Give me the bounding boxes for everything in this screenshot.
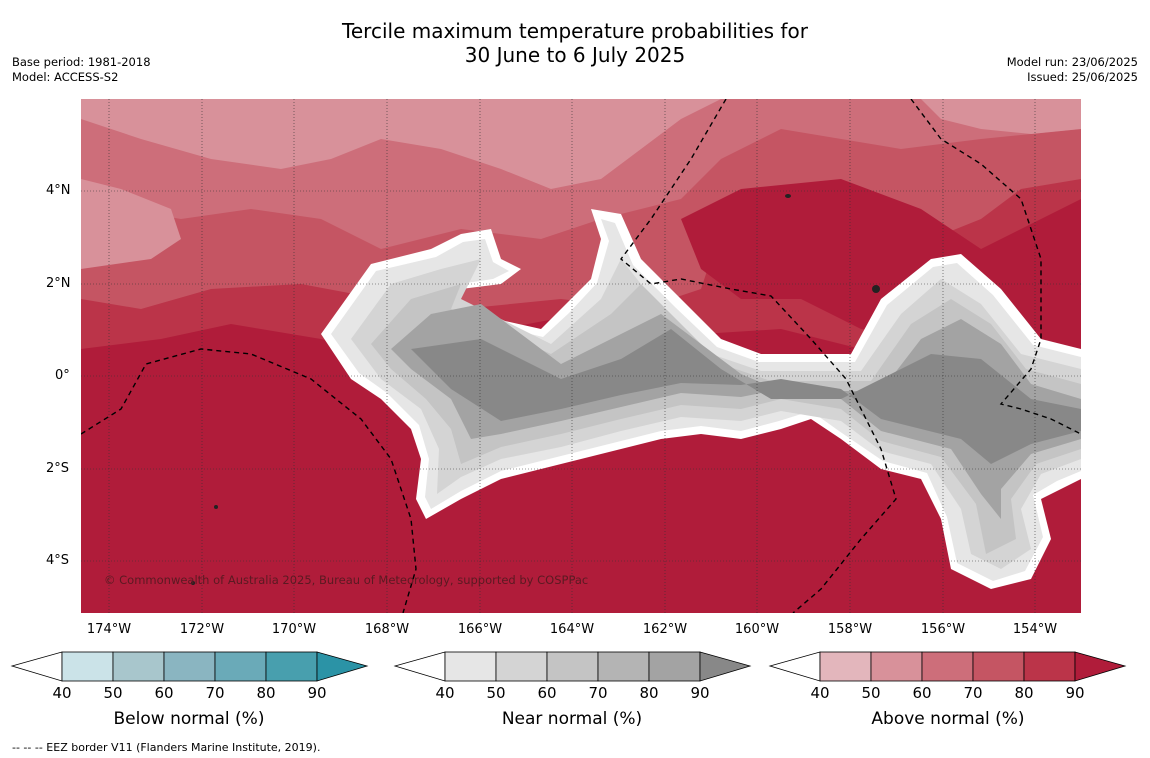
colorbar-above-cells xyxy=(819,651,1076,682)
lon-label-168w: 168°W xyxy=(364,622,410,637)
tick-near-80: 80 xyxy=(639,684,659,702)
eez-borders xyxy=(81,99,1081,613)
meta-left: Base period: 1981-2018 Model: ACCESS-S2 xyxy=(12,55,151,85)
colorbar-near-cell xyxy=(648,651,701,682)
tick-above-80: 80 xyxy=(1014,684,1034,702)
colorbar-below-cell xyxy=(265,651,318,682)
above-normal-50-ne xyxy=(921,99,1081,134)
colorbar-below-cell xyxy=(112,651,165,682)
colorbar-near-cells xyxy=(444,651,701,682)
above-normal-50-west xyxy=(81,179,181,269)
issued-date: Issued: 25/06/2025 xyxy=(1027,70,1138,84)
tick-near-70: 70 xyxy=(588,684,608,702)
tick-below-50: 50 xyxy=(103,684,123,702)
above-normal-50 xyxy=(81,99,721,189)
lon-label-158w: 158°W xyxy=(827,622,873,637)
lon-label-162w: 162°W xyxy=(642,622,688,637)
tick-above-60: 60 xyxy=(912,684,932,702)
map-title: Tercile maximum temperature probabilitie… xyxy=(0,19,1150,67)
tick-below-60: 60 xyxy=(154,684,174,702)
base-period: Base period: 1981-2018 xyxy=(12,55,151,69)
colorbar-below-cell xyxy=(61,651,114,682)
tick-near-40: 40 xyxy=(435,684,455,702)
colorbar-above-cell xyxy=(1023,651,1076,682)
tick-above-90: 90 xyxy=(1065,684,1085,702)
colorbar-above xyxy=(768,651,1127,682)
tick-below-80: 80 xyxy=(256,684,276,702)
lat-label-0: 0° xyxy=(55,368,70,383)
tick-near-50: 50 xyxy=(486,684,506,702)
copyright-notice: © Commonwealth of Australia 2025, Bureau… xyxy=(104,573,589,587)
near-normal-60 xyxy=(371,284,1081,554)
lat-label-2s: 2°S xyxy=(46,461,70,476)
eez-note: -- -- -- EEZ border V11 (Flanders Marine… xyxy=(12,741,321,754)
colorbar-below-cell xyxy=(163,651,216,682)
tick-near-60: 60 xyxy=(537,684,557,702)
lat-label-2n: 2°N xyxy=(46,276,71,291)
tick-above-70: 70 xyxy=(963,684,983,702)
colorbar-above-cell xyxy=(819,651,872,682)
colorbar-above-cell xyxy=(870,651,923,682)
lat-label-4s: 4°S xyxy=(46,553,70,568)
lon-label-154w: 154°W xyxy=(1012,622,1058,637)
islands xyxy=(191,194,880,585)
meta-right: Model run: 23/06/2025 Issued: 25/06/2025 xyxy=(1007,55,1138,85)
model-name: Model: ACCESS-S2 xyxy=(12,70,119,84)
colorbar-below-cells xyxy=(61,651,318,682)
colorbar-below xyxy=(10,651,369,682)
near-normal-80 xyxy=(411,329,1081,464)
colorbar-above-cell xyxy=(921,651,974,682)
near-normal-70 xyxy=(391,304,1081,519)
lat-label-4n: 4°N xyxy=(46,183,71,198)
colorbar-near-cell xyxy=(495,651,548,682)
lon-label-170w: 170°W xyxy=(271,622,317,637)
colorbar-near-title: Near normal (%) xyxy=(501,709,643,729)
title-line-2: 30 June to 6 July 2025 xyxy=(464,43,686,67)
colorbar-near-cell xyxy=(546,651,599,682)
colorbar-below-cell xyxy=(214,651,267,682)
lon-label-174w: 174°W xyxy=(86,622,132,637)
probability-map xyxy=(81,99,1081,613)
tick-below-70: 70 xyxy=(205,684,225,702)
near-normal-50 xyxy=(351,259,1081,569)
colorbar-above-cell xyxy=(972,651,1025,682)
colorbar-near-cell xyxy=(444,651,497,682)
title-line-1: Tercile maximum temperature probabilitie… xyxy=(342,19,808,43)
tick-below-40: 40 xyxy=(52,684,72,702)
colorbar-above-title: Above normal (%) xyxy=(871,709,1025,729)
lon-label-160w: 160°W xyxy=(734,622,780,637)
lon-label-164w: 164°W xyxy=(549,622,595,637)
colorbar-near-cell xyxy=(597,651,650,682)
lon-label-156w: 156°W xyxy=(920,622,966,637)
lon-label-172w: 172°W xyxy=(179,622,225,637)
colorbar-near xyxy=(393,651,752,682)
tick-near-90: 90 xyxy=(690,684,710,702)
model-run: Model run: 23/06/2025 xyxy=(1006,55,1138,69)
lon-label-166w: 166°W xyxy=(457,622,503,637)
tick-above-40: 40 xyxy=(810,684,830,702)
tick-above-50: 50 xyxy=(861,684,881,702)
colorbar-below-title: Below normal (%) xyxy=(113,709,265,729)
tick-below-90: 90 xyxy=(307,684,327,702)
